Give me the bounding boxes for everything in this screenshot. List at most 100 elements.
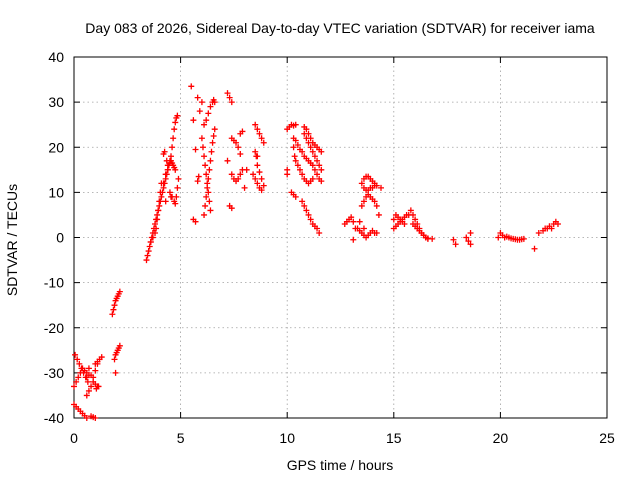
data-point — [98, 354, 105, 361]
data-point — [194, 178, 201, 185]
data-point — [80, 369, 87, 376]
data-point — [260, 139, 267, 146]
data-point — [243, 166, 250, 173]
data-point — [188, 83, 195, 90]
data-point — [292, 193, 299, 200]
data-point — [203, 117, 210, 124]
data-point — [467, 229, 474, 236]
y-tick-label: 40 — [48, 49, 64, 65]
data-point — [228, 99, 235, 106]
data-point — [226, 94, 233, 101]
data-point — [174, 112, 181, 119]
y-tick-label: 30 — [48, 94, 64, 110]
data-point — [116, 342, 123, 349]
data-point — [84, 378, 91, 385]
data-point — [350, 236, 357, 243]
data-point — [71, 383, 77, 390]
data-point — [311, 166, 318, 173]
data-point — [172, 119, 179, 126]
data-point — [309, 175, 316, 182]
data-point — [463, 234, 470, 241]
data-point — [161, 148, 168, 155]
data-point — [235, 144, 242, 151]
data-point — [207, 207, 214, 214]
data-point — [194, 94, 201, 101]
data-point — [303, 126, 310, 133]
data-point — [290, 144, 297, 151]
data-point — [314, 157, 321, 164]
data-point — [318, 178, 325, 185]
data-point — [156, 198, 163, 205]
data-point — [252, 175, 259, 182]
data-point — [172, 166, 179, 173]
data-point — [307, 144, 314, 151]
data-point — [201, 211, 208, 218]
data-point — [209, 139, 216, 146]
data-point — [258, 135, 265, 142]
axis-ticks — [73, 56, 608, 419]
data-point — [83, 392, 90, 399]
data-point — [250, 171, 257, 178]
data-point — [314, 171, 321, 178]
y-tick-label: 0 — [56, 230, 64, 246]
data-point — [554, 220, 561, 227]
data-point — [254, 126, 261, 133]
data-point — [72, 351, 79, 358]
data-point — [301, 202, 308, 209]
data-point — [143, 257, 150, 264]
data-point — [254, 162, 261, 169]
x-tick-label: 25 — [599, 430, 615, 446]
data-point — [162, 198, 169, 205]
data-point — [208, 148, 215, 155]
data-point — [292, 157, 299, 164]
data-point — [228, 171, 235, 178]
data-point — [202, 202, 209, 209]
data-point — [358, 202, 365, 209]
x-tick-label: 5 — [177, 430, 185, 446]
data-point — [85, 365, 92, 372]
data-point — [373, 229, 380, 236]
data-point — [157, 189, 164, 196]
data-point — [85, 387, 92, 394]
data-point — [260, 182, 267, 189]
data-point — [111, 302, 118, 309]
data-point — [152, 229, 159, 236]
y-tick-label: -30 — [44, 365, 64, 381]
data-point — [233, 139, 240, 146]
data-point — [316, 229, 323, 236]
data-point — [112, 369, 119, 376]
data-point — [201, 121, 208, 128]
y-tick-label: 10 — [48, 184, 64, 200]
data-point — [254, 180, 261, 187]
x-tick-label: 0 — [70, 430, 78, 446]
data-point — [294, 141, 301, 148]
data-point — [467, 241, 474, 248]
data-point — [318, 148, 325, 155]
data-point — [390, 216, 397, 223]
y-tick-labels: 40 30 20 10 0 -10 -20 -30 -40 — [44, 49, 64, 426]
data-point — [155, 207, 162, 214]
data-point — [350, 218, 357, 225]
data-point — [450, 236, 457, 243]
data-point — [228, 205, 235, 212]
data-point — [74, 356, 81, 363]
data-point — [203, 193, 210, 200]
data-point — [409, 211, 416, 218]
data-point — [373, 202, 380, 209]
x-axis-label: GPS time / hours — [287, 457, 394, 473]
data-point — [206, 198, 213, 205]
data-point — [407, 207, 414, 214]
data-point — [158, 193, 165, 200]
data-point — [412, 216, 419, 223]
data-point — [175, 175, 182, 182]
data-point — [548, 225, 555, 232]
x-tick-label: 10 — [279, 430, 295, 446]
data-point — [299, 198, 306, 205]
data-point — [152, 220, 159, 227]
data-point — [204, 180, 211, 187]
data-point — [199, 144, 206, 151]
data-point — [299, 148, 306, 155]
data-point — [224, 157, 231, 164]
